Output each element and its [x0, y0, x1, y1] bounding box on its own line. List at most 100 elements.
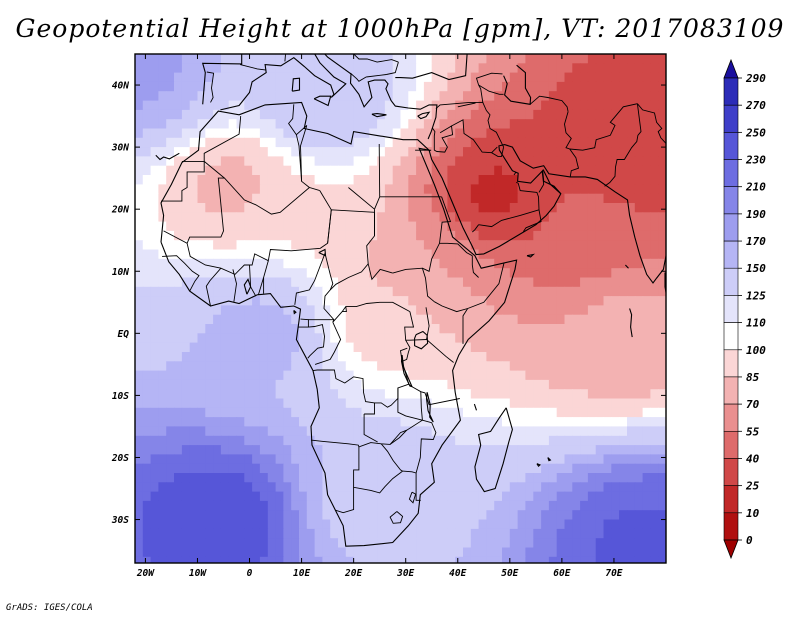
field-cell	[236, 379, 245, 390]
field-cell	[431, 463, 441, 474]
field-cell	[650, 91, 659, 102]
field-cell	[650, 445, 659, 455]
field-cell	[455, 463, 464, 474]
field-cell	[634, 417, 644, 427]
field-cell	[345, 463, 355, 474]
field-cell	[275, 510, 284, 521]
field-cell	[361, 407, 370, 418]
field-cell	[525, 184, 534, 195]
country-border	[332, 301, 411, 323]
field-cell	[236, 473, 245, 483]
field-cell	[244, 184, 253, 195]
field-cell	[439, 398, 448, 409]
field-cell	[197, 54, 206, 64]
field-cell	[580, 389, 589, 400]
field-cell	[548, 324, 558, 334]
field-cell	[572, 398, 581, 409]
field-cell	[369, 417, 378, 427]
field-cell	[439, 435, 448, 446]
field-cell	[353, 314, 362, 325]
field-cell	[423, 175, 433, 185]
field-cell	[384, 454, 394, 465]
field-cell	[587, 81, 597, 92]
field-cell	[502, 193, 511, 204]
field-cell	[369, 128, 378, 139]
field-cell	[634, 137, 644, 148]
field-cell	[197, 212, 206, 223]
colorbar-label: 250	[745, 126, 766, 139]
field-cell	[400, 333, 409, 344]
field-cell	[634, 268, 644, 279]
field-cell	[650, 407, 659, 418]
field-cell	[486, 491, 495, 502]
field-cell	[642, 137, 651, 148]
field-cell	[494, 296, 503, 306]
field-cell	[478, 286, 487, 297]
field-cell	[556, 249, 566, 260]
field-cell	[291, 314, 300, 325]
field-cell	[400, 305, 409, 316]
field-cell	[634, 54, 644, 64]
field-cell	[634, 547, 644, 558]
field-cell	[400, 193, 409, 204]
field-cell	[423, 147, 433, 157]
field-cell	[306, 230, 316, 241]
field-cell	[236, 482, 245, 493]
field-cell	[236, 538, 245, 549]
field-cell	[353, 305, 362, 316]
field-cell	[377, 147, 386, 157]
field-cell	[533, 230, 542, 241]
field-cell	[548, 556, 558, 563]
field-cell	[611, 305, 620, 316]
field-cell	[189, 519, 199, 530]
field-cell	[306, 445, 316, 455]
field-cell	[338, 482, 347, 493]
field-cell	[142, 528, 152, 539]
field-cell	[252, 342, 261, 353]
field-cell	[228, 528, 238, 539]
field-cell	[322, 305, 331, 316]
field-cell	[369, 538, 378, 549]
field-cell	[650, 193, 659, 204]
field-cell	[525, 147, 534, 157]
field-cell	[439, 454, 448, 465]
field-cell	[244, 389, 253, 400]
field-cell	[174, 240, 183, 251]
field-cell	[353, 258, 362, 269]
field-cell	[439, 361, 448, 372]
field-cell	[181, 314, 191, 325]
field-cell	[634, 314, 644, 325]
field-cell	[150, 370, 159, 381]
field-cell	[166, 147, 175, 157]
field-cell	[392, 445, 402, 455]
field-cell	[220, 491, 230, 502]
field-cell	[213, 556, 222, 563]
field-cell	[400, 91, 409, 102]
field-cell	[580, 361, 589, 372]
field-cell	[517, 128, 526, 139]
field-cell	[580, 538, 589, 549]
field-cell	[642, 389, 651, 400]
lakshadweep	[625, 264, 629, 269]
field-cell	[322, 473, 331, 483]
field-cell	[135, 137, 144, 148]
field-cell	[556, 463, 566, 474]
field-cell	[392, 324, 402, 334]
field-cell	[416, 407, 425, 418]
field-cell	[392, 538, 402, 549]
field-cell	[299, 426, 308, 437]
field-cell	[572, 333, 581, 344]
field-cell	[611, 240, 620, 251]
field-cell	[548, 305, 558, 316]
field-cell	[142, 426, 152, 437]
field-cell	[642, 128, 651, 139]
field-cell	[564, 426, 573, 437]
field-cell	[517, 519, 526, 530]
field-cell	[478, 212, 487, 223]
field-cell	[408, 221, 417, 232]
field-cell	[135, 100, 144, 111]
field-cell	[548, 445, 558, 455]
field-cell	[369, 193, 378, 204]
field-cell	[197, 556, 206, 563]
field-cell	[478, 137, 487, 148]
